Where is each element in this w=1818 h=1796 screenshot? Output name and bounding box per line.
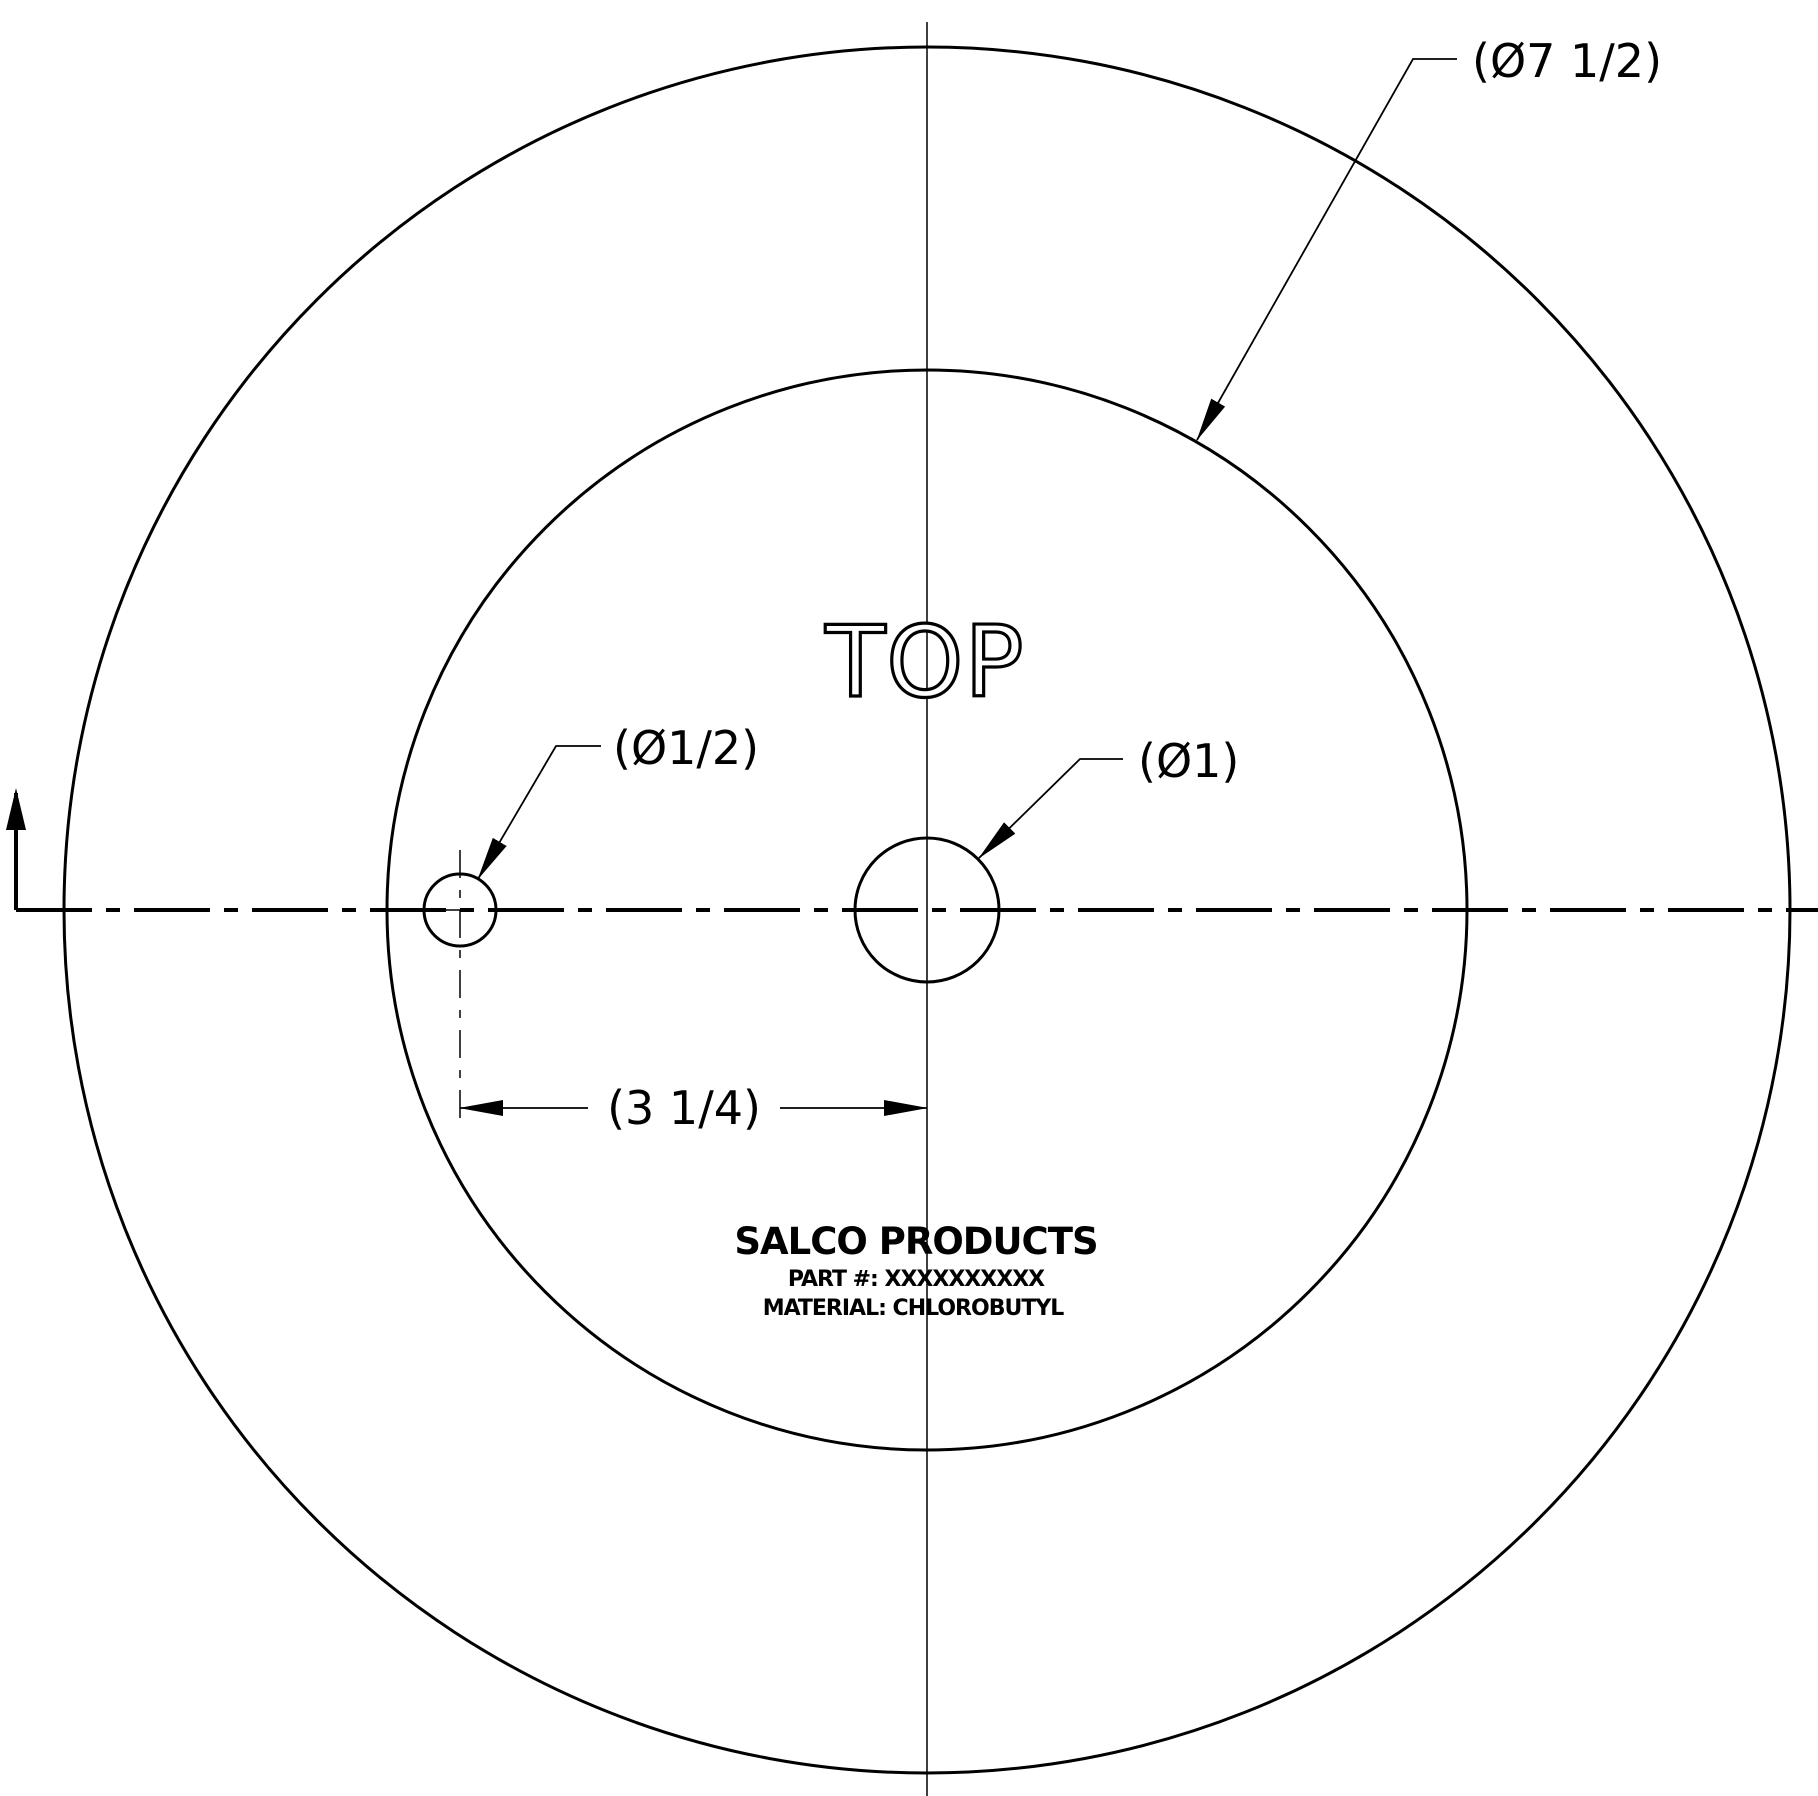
dimension-center-hole: (Ø1)	[978, 734, 1239, 859]
section-arrow	[6, 788, 26, 910]
leader-center-hole	[978, 758, 1123, 859]
center-lines	[16, 22, 1818, 1796]
dimension-outer-diameter: (Ø7 1/2)	[1196, 34, 1662, 441]
company-label: SALCO PRODUCTS	[734, 1220, 1097, 1263]
small-hole-diameter-label: (Ø1/2)	[613, 721, 759, 775]
dimension-hole-spacing: (3 1/4)	[459, 1081, 928, 1135]
hole-spacing-label: (3 1/4)	[607, 1081, 761, 1135]
orientation-label: TOP	[824, 606, 1024, 720]
leader-outer-diameter	[1196, 58, 1457, 441]
part-number-label: PART #: XXXXXXXXXX	[788, 1267, 1045, 1292]
leader-small-hole	[477, 745, 601, 880]
outer-diameter-label: (Ø7 1/2)	[1472, 34, 1662, 88]
center-hole-diameter-label: (Ø1)	[1138, 734, 1239, 788]
section-arrow-head	[6, 788, 26, 830]
material-label: MATERIAL: CHLOROBUTYL	[763, 1296, 1065, 1321]
dimension-small-hole: (Ø1/2)	[477, 721, 759, 880]
